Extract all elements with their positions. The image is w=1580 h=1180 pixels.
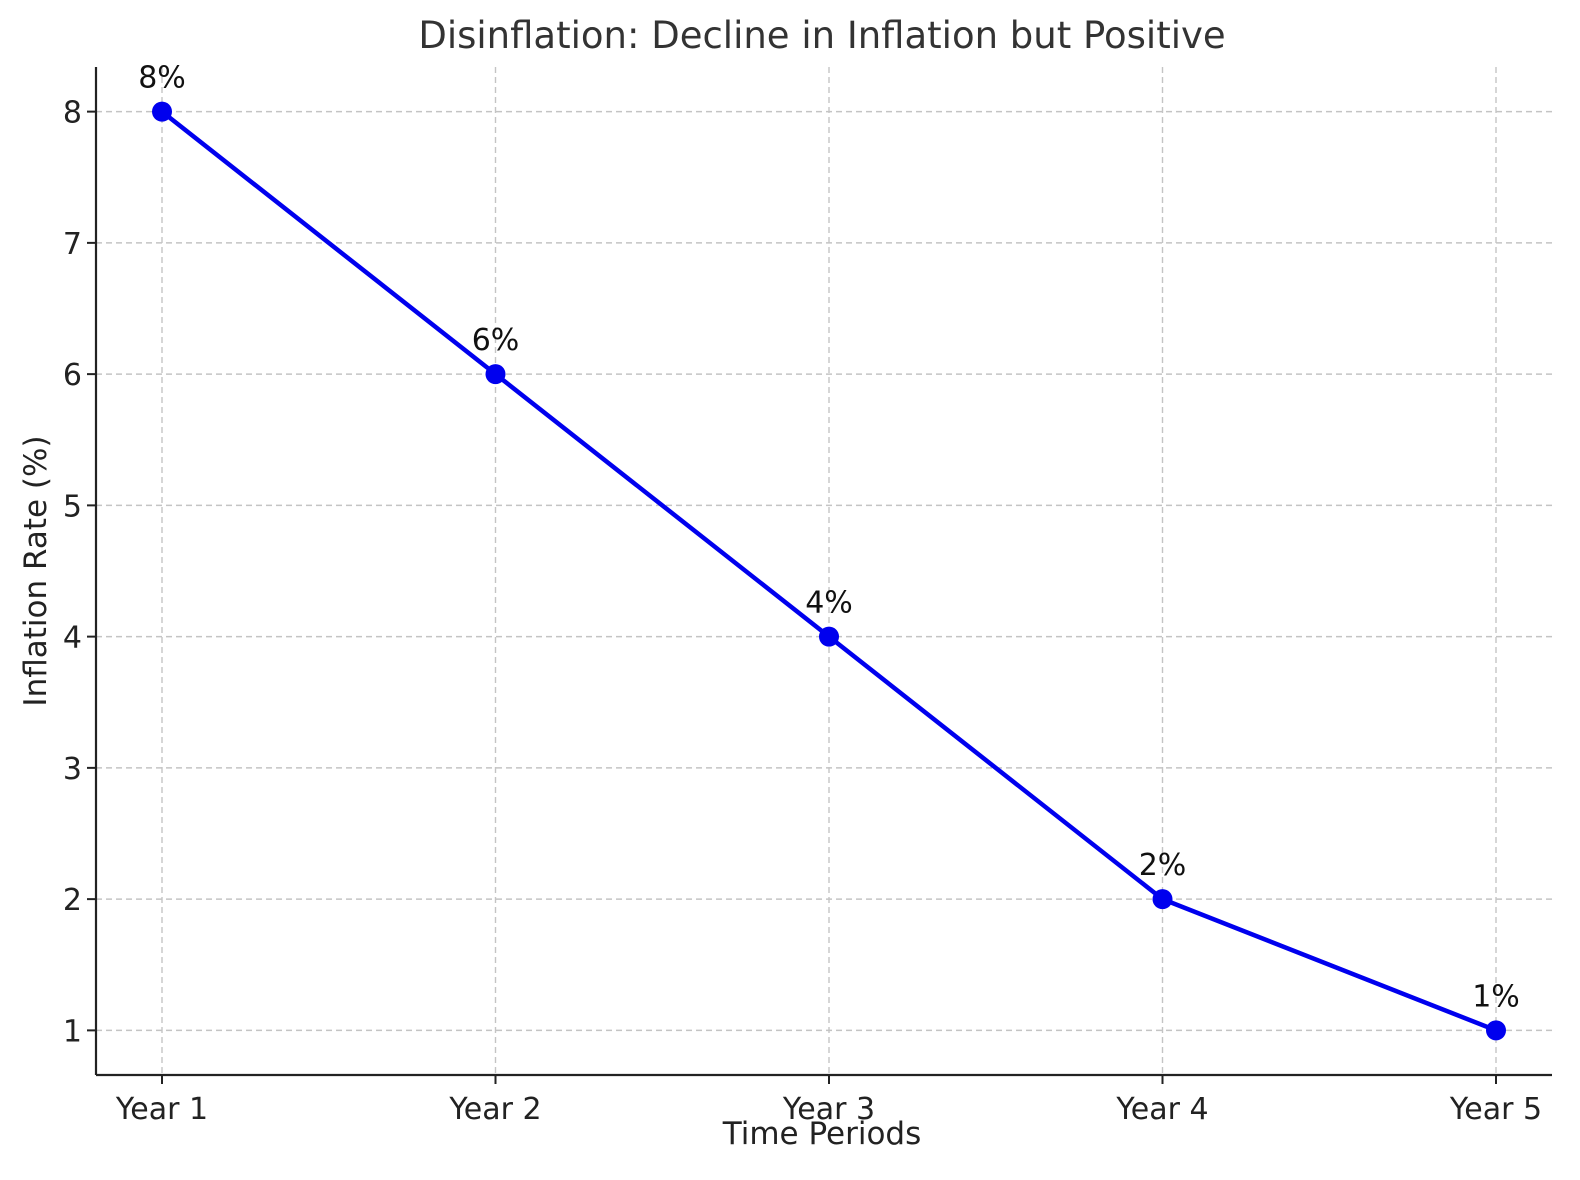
y-tick-label: 8 xyxy=(63,96,82,131)
x-tick-label: Year 1 xyxy=(115,1092,208,1127)
x-tick-label: Year 4 xyxy=(1115,1092,1208,1127)
data-point xyxy=(1152,889,1173,910)
y-tick-label: 6 xyxy=(63,358,82,393)
series xyxy=(152,101,1506,1041)
data-point xyxy=(1486,1020,1506,1041)
data-label: 2% xyxy=(1139,848,1187,883)
data-label: 6% xyxy=(472,323,520,358)
y-axis-title: Inflation Rate (%) xyxy=(18,435,54,706)
x-tick-label: Year 3 xyxy=(782,1092,875,1127)
y-tick-label: 2 xyxy=(63,883,82,918)
chart-title: Disinflation: Decline in Inflation but P… xyxy=(418,14,1225,57)
y-tick-label: 7 xyxy=(63,227,82,262)
y-tick-label: 5 xyxy=(63,489,82,524)
y-tick-label: 1 xyxy=(63,1014,82,1049)
data-labels: 8% 6% 4% 2% 1% xyxy=(138,61,1520,1015)
grid xyxy=(96,67,1552,1075)
y-tick-label: 3 xyxy=(63,752,82,787)
data-label: 4% xyxy=(805,586,853,621)
y-tick-label: 4 xyxy=(63,621,82,656)
tick-labels: 1 2 3 4 5 6 7 8 Year 1 Year 2 Year 3 Year 4 Year 5 xyxy=(63,96,1542,1127)
x-tick-label: Year 5 xyxy=(1449,1092,1542,1127)
data-point xyxy=(152,101,172,122)
data-label: 1% xyxy=(1472,979,1520,1014)
data-label: 8% xyxy=(138,61,186,96)
x-tick-label: Year 2 xyxy=(448,1092,541,1127)
axes xyxy=(94,67,1552,1077)
data-point xyxy=(819,626,839,647)
data-point xyxy=(485,364,506,385)
x-axis-title: Time Periods xyxy=(722,1116,922,1152)
